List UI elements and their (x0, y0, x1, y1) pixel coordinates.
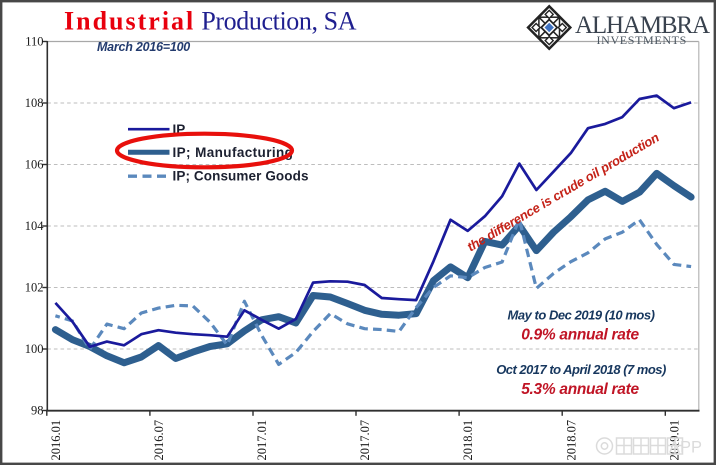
svg-text:INVESTMENTS: INVESTMENTS (597, 33, 687, 47)
svg-text:ALHAMBRA: ALHAMBRA (575, 12, 710, 39)
svg-text:May to Dec 2019 (10 mos): May to Dec 2019 (10 mos) (508, 308, 655, 323)
svg-text:IP; Manufacturing: IP; Manufacturing (173, 145, 294, 160)
svg-text:2017.07: 2017.07 (358, 420, 372, 461)
svg-text:100: 100 (25, 342, 44, 356)
svg-text:2016.07: 2016.07 (152, 420, 166, 461)
svg-text:102: 102 (25, 281, 44, 295)
svg-text:2017.01: 2017.01 (255, 420, 269, 461)
svg-text:98: 98 (31, 404, 44, 418)
svg-text:Oct 2017 to April 2018 (7 mos): Oct 2017 to April 2018 (7 mos) (496, 362, 666, 377)
svg-text:2018.07: 2018.07 (564, 420, 578, 461)
svg-text:110: 110 (25, 35, 43, 49)
svg-text:104: 104 (25, 219, 45, 233)
svg-text:Industrial Production, SA: Industrial Production, SA (64, 7, 357, 36)
svg-text:2018.01: 2018.01 (461, 420, 475, 461)
svg-text:108: 108 (25, 96, 44, 110)
svg-text:IP; Consumer Goods: IP; Consumer Goods (173, 169, 309, 184)
svg-text:5.3% annual rate: 5.3% annual rate (521, 381, 639, 398)
svg-text:106: 106 (25, 158, 44, 172)
svg-text:March 2016=100: March 2016=100 (97, 40, 190, 54)
svg-text:APP: APP (669, 439, 702, 457)
svg-text:0.9% annual rate: 0.9% annual rate (521, 327, 639, 344)
svg-text:2016.01: 2016.01 (49, 420, 63, 461)
